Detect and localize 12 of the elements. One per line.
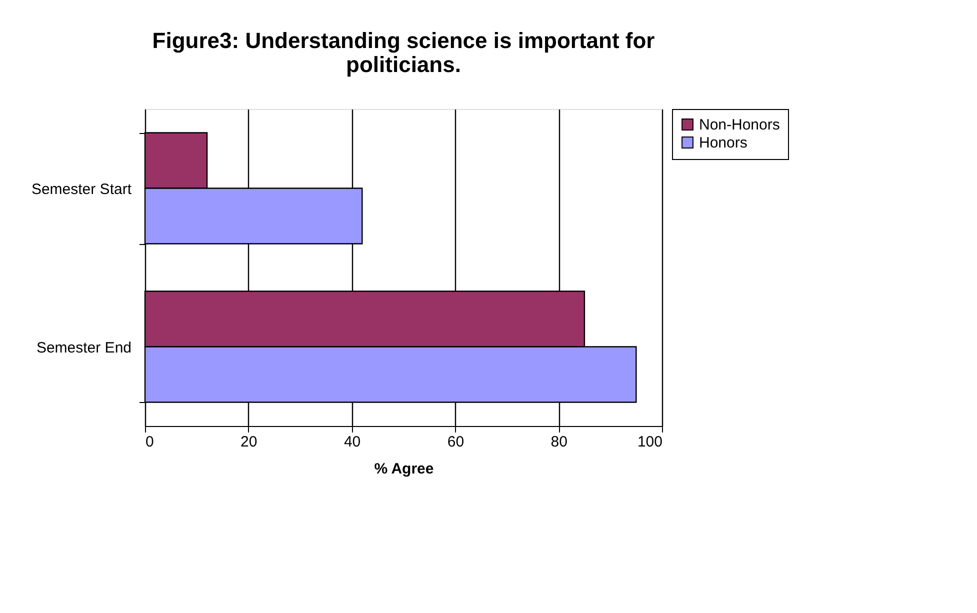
x-tick-label: 20 [240, 434, 258, 450]
x-tick-label: 100 [637, 434, 662, 450]
y-tick-label: Semester End [36, 339, 132, 356]
chart-title: Figure3: Understanding science is important for politicians. [152, 28, 656, 77]
x-tick-label: 40 [344, 434, 361, 450]
x-tick-label: 0 [146, 434, 154, 450]
x-tick-label: 80 [550, 434, 568, 450]
x-tick-label: 60 [447, 434, 464, 450]
y-tick-label: Semester Start [31, 180, 132, 198]
legend-label: Honors [699, 134, 748, 152]
x-axis-title: % Agree [374, 460, 434, 478]
legend-label: Non-Honors [699, 116, 780, 134]
